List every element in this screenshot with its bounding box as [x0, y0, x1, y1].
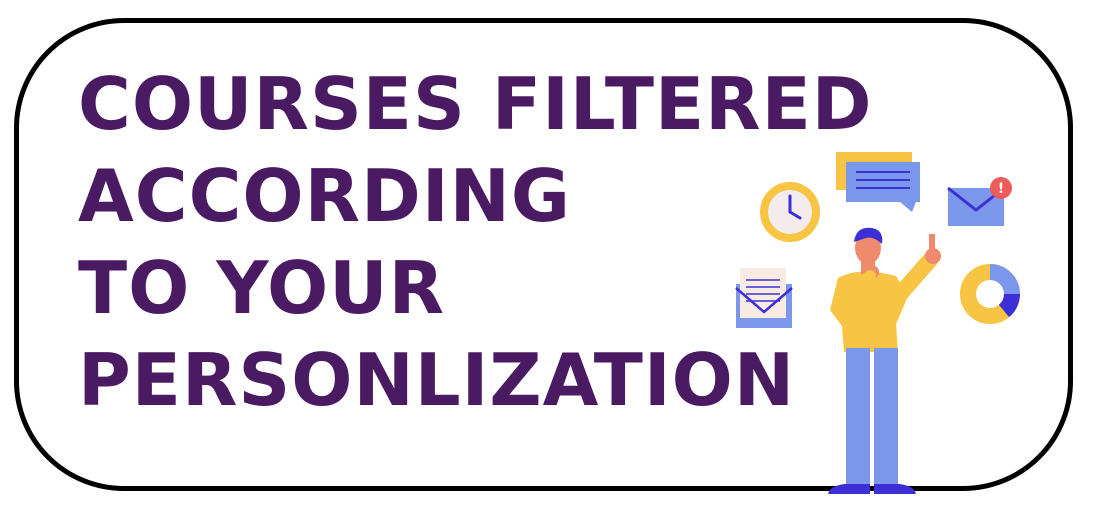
- email-alert-icon: !: [947, 177, 1012, 226]
- person-figure: [828, 227, 941, 494]
- headline-line-4: PERSONLIZATION: [78, 338, 796, 422]
- headline-line-1: COURSES FILTERED: [78, 62, 873, 146]
- headline: COURSES FILTERED ACCORDING TO YOUR PERSO…: [78, 58, 873, 426]
- chat-bubble-icon: [836, 152, 920, 212]
- person-with-icons-illustration: !: [735, 152, 1021, 494]
- open-envelope-letter-icon: [735, 268, 793, 328]
- alert-badge: !: [998, 181, 1004, 197]
- clock-icon: [760, 182, 820, 242]
- donut-chart-icon: [960, 264, 1021, 324]
- headline-line-3: TO YOUR: [78, 246, 446, 330]
- headline-line-2: ACCORDING: [78, 154, 571, 238]
